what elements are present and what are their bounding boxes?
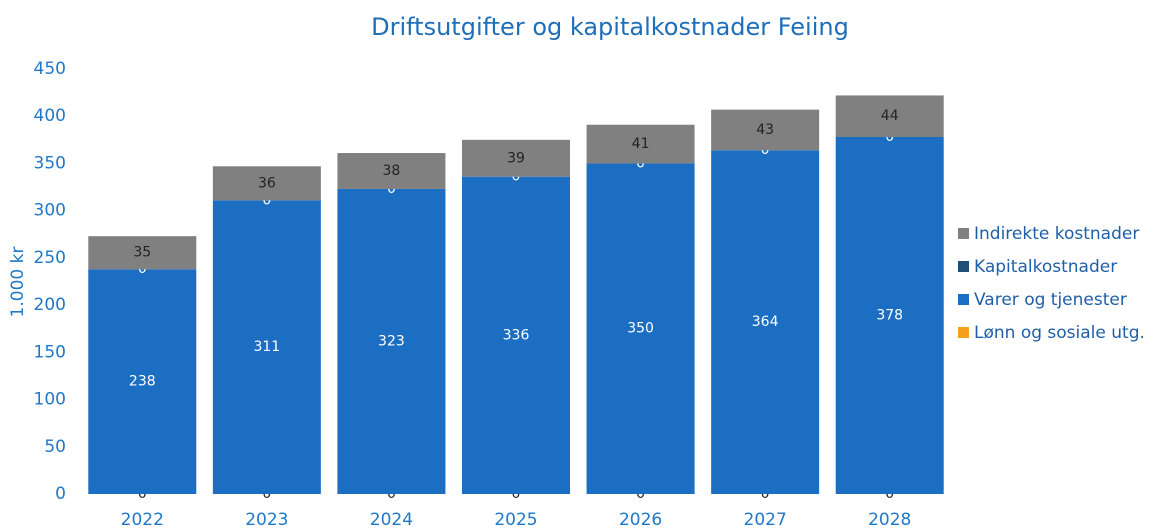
data-label: 323 xyxy=(378,333,405,349)
legend-swatch xyxy=(958,327,969,338)
bar-segment xyxy=(462,176,570,494)
y-axis-label: 1.000 kr xyxy=(8,247,28,318)
legend-label: Lønn og sosiale utg. xyxy=(974,323,1145,343)
y-tick-label: 450 xyxy=(34,59,66,79)
y-tick-label: 150 xyxy=(34,342,66,362)
data-label: 38 xyxy=(383,163,401,179)
bar-segment xyxy=(835,137,944,494)
data-label: 41 xyxy=(632,136,650,152)
bar-segment xyxy=(337,153,446,189)
bar-segment xyxy=(212,166,321,201)
data-label: 35 xyxy=(133,245,151,261)
legend-label: Kapitalkostnader xyxy=(974,257,1117,277)
y-tick-label: 250 xyxy=(34,248,66,268)
bar-segment xyxy=(88,236,197,270)
data-label: 364 xyxy=(752,314,779,330)
legend-label: Varer og tjenester xyxy=(974,290,1127,310)
bar-segment xyxy=(462,139,570,177)
x-tick-label: 2022 xyxy=(121,510,164,529)
bar-segment xyxy=(586,124,695,164)
x-tick-label: 2024 xyxy=(370,510,413,529)
data-label: 350 xyxy=(627,321,654,337)
legend-swatch xyxy=(958,294,969,305)
data-label: 238 xyxy=(129,374,156,390)
data-label: 0 xyxy=(512,169,521,185)
y-tick-label: 100 xyxy=(34,390,66,410)
x-tick-label: 2026 xyxy=(619,510,662,529)
chart-title: Driftsutgifter og kapitalkostnader Feiin… xyxy=(371,13,849,41)
bar-segment xyxy=(337,188,446,494)
bar-segment xyxy=(835,95,944,137)
data-label: 44 xyxy=(881,108,899,124)
bar-segment xyxy=(88,269,197,494)
data-label: 378 xyxy=(876,308,903,324)
bar-segment xyxy=(711,150,820,494)
y-tick-label: 400 xyxy=(34,106,66,126)
legend-swatch xyxy=(958,228,969,239)
legend-swatch xyxy=(958,261,969,272)
data-label: 43 xyxy=(756,122,774,138)
y-tick-label: 50 xyxy=(44,437,66,457)
y-tick-label: 300 xyxy=(34,201,66,221)
x-tick-label: 2025 xyxy=(494,510,537,529)
legend-label: Indirekte kostnader xyxy=(974,224,1139,244)
x-tick-label: 2028 xyxy=(868,510,911,529)
data-label: 336 xyxy=(503,327,530,343)
y-tick-label: 0 xyxy=(55,484,66,504)
y-tick-label: 200 xyxy=(34,295,66,315)
x-tick-label: 2023 xyxy=(245,510,288,529)
y-tick-label: 350 xyxy=(34,153,66,173)
data-label: 311 xyxy=(253,339,280,355)
bar-segment xyxy=(212,200,321,494)
bar-segment xyxy=(711,109,820,151)
data-label: 39 xyxy=(507,150,525,166)
bar-segment xyxy=(586,163,695,494)
x-tick-label: 2027 xyxy=(744,510,787,529)
data-label: 36 xyxy=(258,175,276,191)
